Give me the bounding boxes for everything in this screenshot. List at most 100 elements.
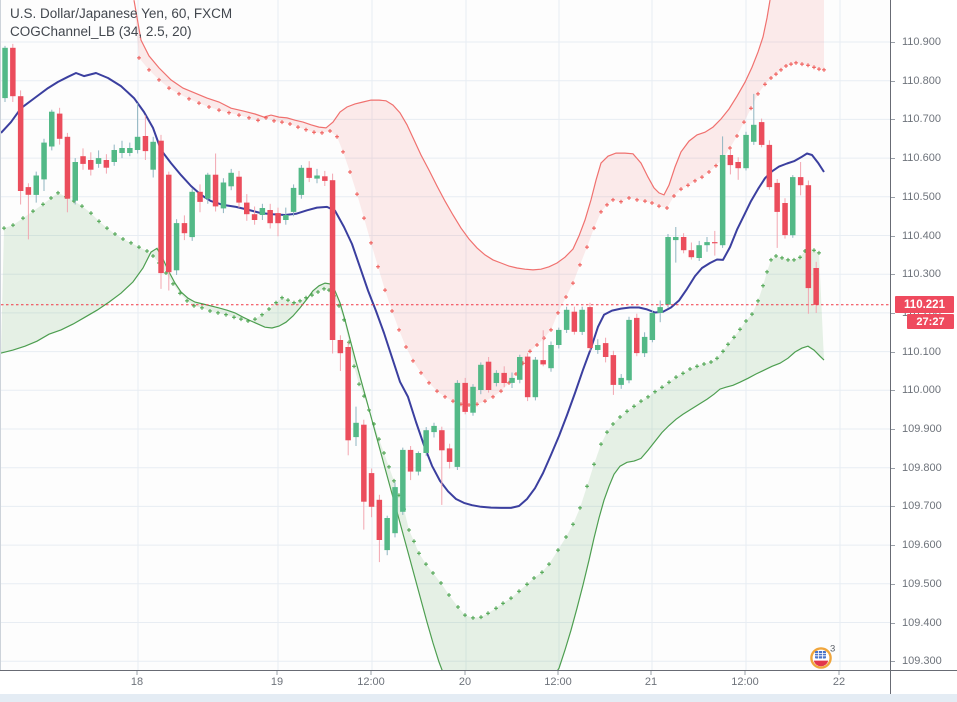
price-tick-label: 110.300 xyxy=(902,268,941,280)
price-tick-label: 110.900 xyxy=(902,36,941,48)
lower-band-line xyxy=(1,247,825,670)
price-tickmark xyxy=(891,545,895,546)
lower-band-fill xyxy=(1,192,824,670)
price-tickmark xyxy=(891,623,895,624)
candle-body xyxy=(244,202,250,215)
time-tickmark xyxy=(838,671,840,675)
candle-body xyxy=(431,425,437,433)
price-tickmark xyxy=(891,506,895,507)
candle-body xyxy=(80,156,86,164)
price-tickmark xyxy=(891,390,895,391)
price-tickmark xyxy=(891,352,895,353)
candle-body xyxy=(56,113,63,139)
bar-countdown-label: 27:27 xyxy=(907,314,954,329)
candle-body xyxy=(688,250,695,258)
candle-body xyxy=(111,150,117,162)
candle-body xyxy=(618,377,624,385)
price-tickmark xyxy=(891,313,895,314)
last-price-label: 110.221 xyxy=(895,296,954,313)
candle-body xyxy=(509,377,515,383)
time-tickmark xyxy=(136,671,138,675)
price-tick-label: 110.600 xyxy=(902,152,941,164)
candle-body xyxy=(306,167,312,178)
candle-body xyxy=(680,237,687,251)
candle-body xyxy=(556,329,562,345)
candle-body xyxy=(2,47,8,99)
candle-body xyxy=(72,162,78,201)
candle-body xyxy=(376,499,383,540)
candle-body xyxy=(532,359,539,398)
candle-body xyxy=(641,336,648,354)
price-tick-label: 109.500 xyxy=(902,578,942,590)
time-tick-label: 12:00 xyxy=(731,676,759,688)
candle-body xyxy=(322,176,328,181)
chart-pane[interactable]: 3 U.S. Dollar/Japanese Yen, 60, FXCM COG… xyxy=(0,0,891,670)
candle-body xyxy=(657,307,663,313)
candle-body xyxy=(400,449,406,512)
price-tick-label: 110.700 xyxy=(902,113,941,125)
candle-body xyxy=(579,309,585,332)
candle-body xyxy=(774,182,780,212)
time-tickmark xyxy=(276,671,278,675)
price-chart-svg[interactable]: 3 xyxy=(1,0,891,670)
time-axis[interactable]: 18 19 12:00 20 12:00 21 12:00 22 xyxy=(0,670,957,694)
price-tick-label: 109.400 xyxy=(902,617,942,629)
candle-body xyxy=(212,174,219,207)
candle-body xyxy=(501,372,507,383)
cog-center-line xyxy=(1,72,825,509)
candle-body xyxy=(119,148,125,153)
fxcm-logo[interactable]: 3 xyxy=(810,644,835,669)
time-tickmark xyxy=(464,671,466,675)
candle-body xyxy=(314,175,320,179)
candle-body xyxy=(173,223,180,271)
candle-body xyxy=(563,309,570,330)
candle-body xyxy=(290,187,297,212)
lower-band-dotted xyxy=(2,190,821,620)
candle-body xyxy=(345,347,351,441)
chart-layers xyxy=(1,0,891,670)
candle-body xyxy=(150,141,156,170)
candle-body xyxy=(805,185,812,289)
candle-body xyxy=(298,167,305,195)
candle-body xyxy=(134,136,141,150)
candle-body xyxy=(782,203,788,236)
upper-band-line xyxy=(133,0,771,271)
candles-layer xyxy=(2,43,819,563)
candle-body xyxy=(415,453,422,472)
price-tick-label: 110.800 xyxy=(902,75,941,87)
candle-body xyxy=(275,213,281,224)
price-axis[interactable]: 110.221 27:27 110.900 110.800 110.700 110.6… xyxy=(890,0,957,694)
last-price-value: 110.221 xyxy=(904,298,945,311)
candle-body xyxy=(189,191,195,238)
candle-body xyxy=(517,357,523,380)
candle-body xyxy=(797,177,804,186)
candle-body xyxy=(392,487,398,534)
candle-body xyxy=(751,124,757,142)
candle-body xyxy=(587,307,593,349)
candle-body xyxy=(758,122,765,145)
candle-body xyxy=(17,96,24,191)
candle-body xyxy=(595,345,601,350)
candle-body xyxy=(361,424,367,502)
price-tickmark xyxy=(891,584,895,585)
price-tickmark xyxy=(891,158,895,159)
candle-body xyxy=(696,245,702,258)
price-tickmark xyxy=(891,197,895,198)
candle-body xyxy=(353,422,359,438)
candle-body xyxy=(454,382,461,467)
candle-body xyxy=(158,140,164,274)
candle-body xyxy=(735,162,741,169)
price-tick-label: 109.800 xyxy=(902,462,942,474)
candle-body xyxy=(228,172,234,187)
upper-band-fill xyxy=(134,0,824,405)
candle-body xyxy=(251,214,258,220)
logo-superscript: 3 xyxy=(830,644,835,655)
candle-body xyxy=(368,473,375,507)
candle-body xyxy=(10,47,16,97)
upper-band-dotted xyxy=(137,55,826,407)
time-tickmark xyxy=(557,671,559,675)
time-tick-label: 20 xyxy=(458,676,472,688)
logo-building-grid xyxy=(815,651,826,659)
time-tick-label: 18 xyxy=(130,676,144,688)
